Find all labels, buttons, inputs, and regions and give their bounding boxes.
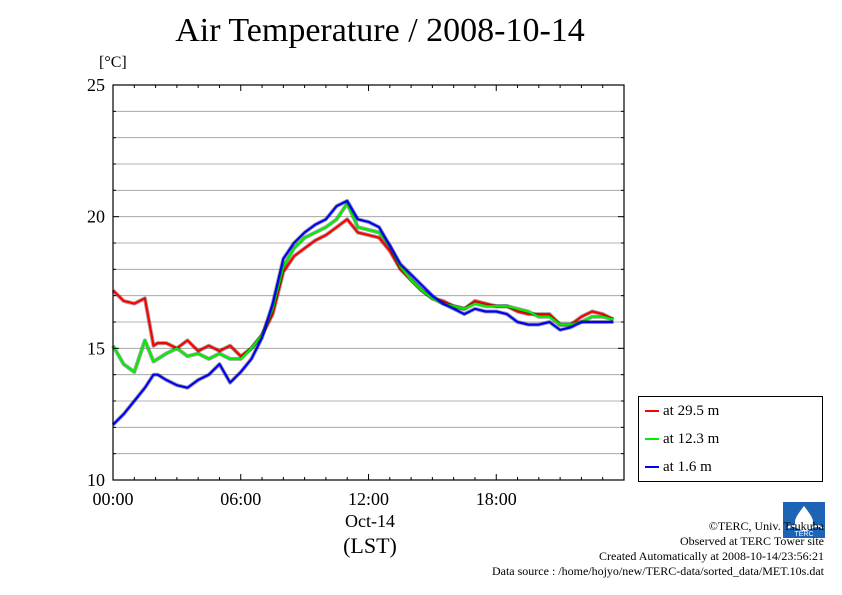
y-axis-unit: [°C] <box>99 54 127 71</box>
legend-swatch-green <box>645 438 659 440</box>
y-tick-label: 25 <box>87 75 105 95</box>
series-shadow-0 <box>111 217 615 359</box>
y-tick-label: 10 <box>87 470 105 490</box>
legend: at 29.5 m at 12.3 m at 1.6 m <box>638 396 823 482</box>
series-layer <box>111 198 615 427</box>
x-axis-timezone: (LST) <box>343 533 397 558</box>
y-tick-label: 20 <box>87 207 105 227</box>
series-line-1 <box>112 202 614 374</box>
legend-label: at 12.3 m <box>663 430 720 447</box>
grid-lines <box>113 110 624 455</box>
x-axis-date: Oct-14 <box>345 511 395 531</box>
y-tick-label: 15 <box>87 338 105 358</box>
legend-item-12-3m: at 12.3 m <box>645 429 719 449</box>
axes: 10 15 20 25 00:00 06:00 12:00 18:00 <box>87 75 625 509</box>
x-tick-label: 18:00 <box>476 489 517 509</box>
x-tick-label: 12:00 <box>348 489 389 509</box>
series-line-0 <box>112 218 614 358</box>
legend-label: at 1.6 m <box>663 458 712 475</box>
x-tick-label: 00:00 <box>92 489 133 509</box>
x-tick-label: 06:00 <box>220 489 261 509</box>
logo-text: TERC <box>794 531 813 538</box>
legend-swatch-blue <box>645 466 659 468</box>
credit-site: Observed at TERC Tower site <box>679 534 824 548</box>
credit-copyright: ©TERC, Univ. Tsukuba <box>708 519 824 533</box>
legend-item-1-6m: at 1.6 m <box>645 457 712 477</box>
legend-swatch-red <box>645 410 659 412</box>
credit-created: Created Automatically at 2008-10-14/23:5… <box>599 549 824 563</box>
credit-source: Data source : /home/hojyo/new/TERC-data/… <box>491 564 824 578</box>
credits-block: ©TERC, Univ. Tsukuba Observed at TERC To… <box>492 519 824 579</box>
legend-label: at 29.5 m <box>663 402 720 419</box>
plot-frame <box>112 84 625 481</box>
terc-logo-icon: TERC <box>783 502 825 538</box>
legend-item-29-5m: at 29.5 m <box>645 401 719 421</box>
series-line-2 <box>112 199 614 426</box>
chart-title: Air Temperature / 2008-10-14 <box>175 12 585 49</box>
